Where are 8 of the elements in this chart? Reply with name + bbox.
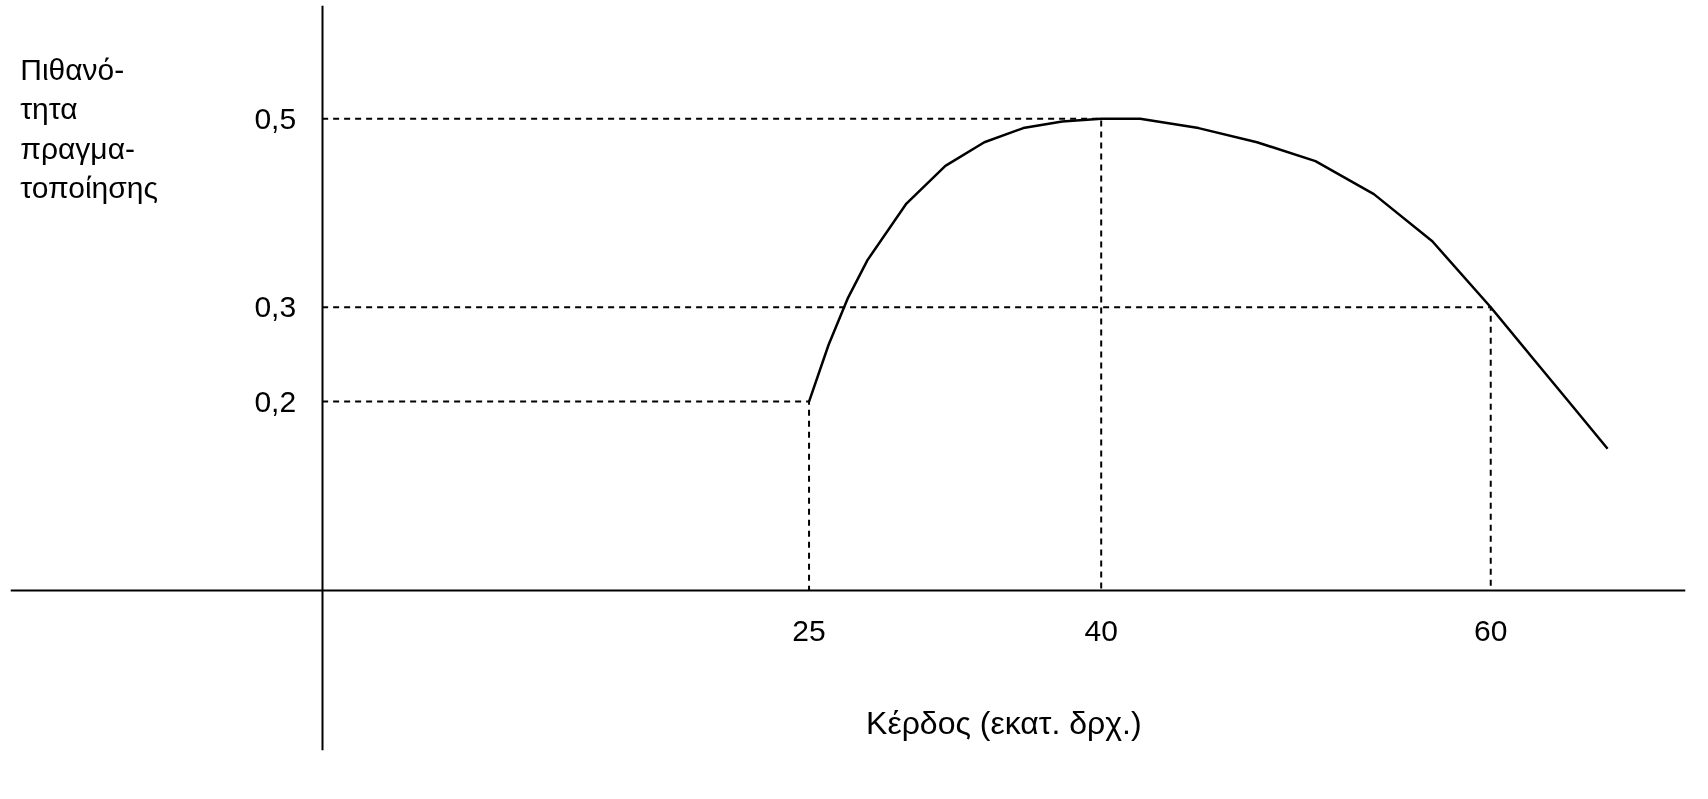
x-tick-label: 60 bbox=[1474, 614, 1508, 648]
y-axis-title: Πιθανό- τητα πραγμα- τοποίησης bbox=[20, 52, 158, 205]
y-tick-label: 0,5 bbox=[254, 101, 297, 135]
x-axis-title: Κέρδος (εκατ. δρχ.) bbox=[866, 704, 1142, 741]
y-tick-label: 0,3 bbox=[254, 290, 297, 324]
x-tick-label: 25 bbox=[792, 614, 826, 648]
y-tick-label: 0,2 bbox=[254, 384, 297, 418]
x-tick-label: 40 bbox=[1084, 614, 1118, 648]
